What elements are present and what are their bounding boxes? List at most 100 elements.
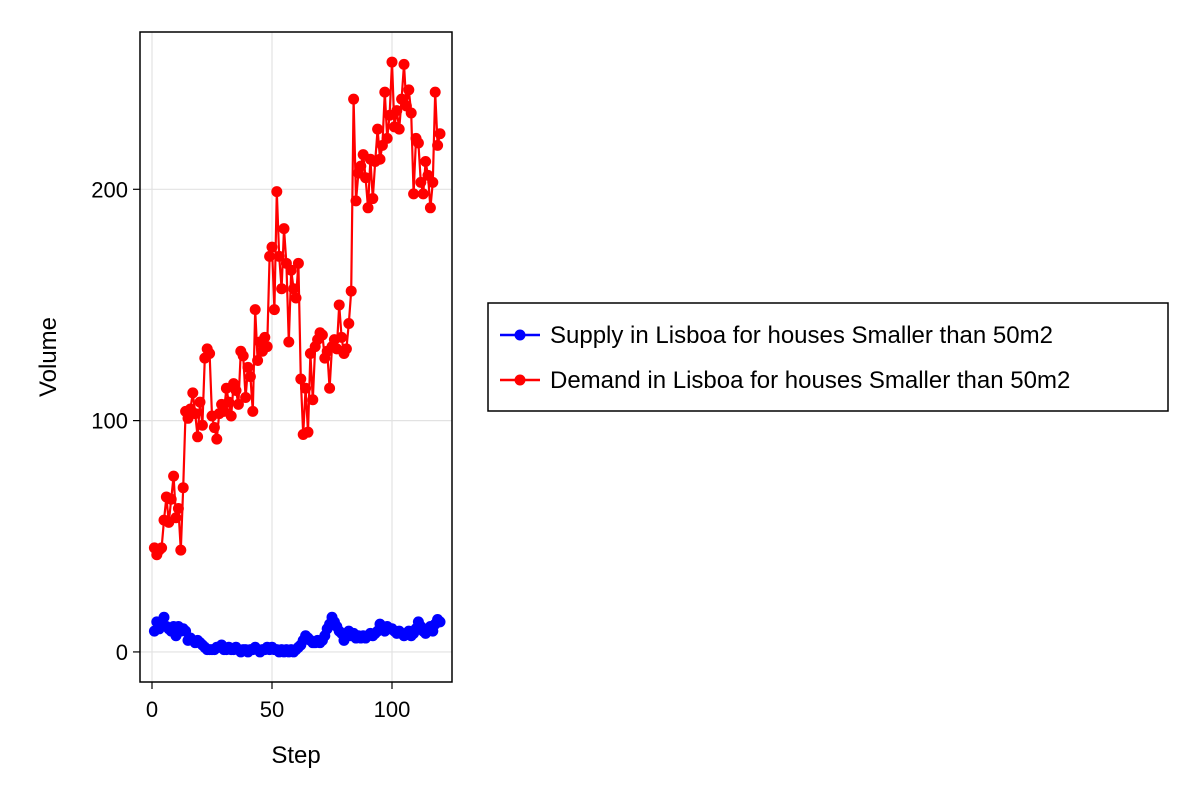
data-point <box>427 176 439 188</box>
data-point <box>244 371 256 383</box>
data-point <box>247 405 259 417</box>
data-point <box>393 123 405 135</box>
x-tick-label: 50 <box>260 697 284 722</box>
data-point <box>391 105 403 117</box>
data-point <box>381 132 393 144</box>
data-point <box>194 396 206 408</box>
data-point <box>211 433 223 445</box>
data-point <box>290 292 302 304</box>
data-point <box>170 512 182 524</box>
y-tick-label: 0 <box>116 640 128 665</box>
data-point <box>379 86 391 98</box>
data-point <box>261 341 273 353</box>
data-point <box>348 93 360 105</box>
data-point <box>225 410 237 422</box>
demand-series <box>148 56 446 561</box>
data-point <box>252 354 264 366</box>
data-point <box>276 283 288 295</box>
data-point <box>158 611 170 623</box>
data-point <box>266 241 278 253</box>
data-point <box>230 385 242 397</box>
axes: 0 50 100 0 100 200 <box>91 177 410 722</box>
data-point <box>208 422 220 434</box>
legend-supply-label: Supply in Lisboa for houses Smaller than… <box>550 322 1053 349</box>
data-point <box>307 394 319 406</box>
data-point <box>316 329 328 341</box>
x-tick-label: 100 <box>374 697 411 722</box>
legend-supply-marker <box>514 329 526 341</box>
data-point <box>432 139 444 151</box>
data-point <box>223 396 235 408</box>
legend-box <box>487 302 1169 412</box>
data-point <box>372 123 384 135</box>
data-point <box>434 128 446 140</box>
series-line <box>153 60 442 556</box>
series-layer <box>148 56 446 658</box>
data-point <box>172 503 184 515</box>
plot-area <box>139 31 453 683</box>
data-point <box>420 156 432 168</box>
data-point <box>285 264 297 276</box>
x-axis-label: Step <box>271 742 320 769</box>
data-point <box>324 382 336 394</box>
data-point <box>386 56 398 68</box>
data-point <box>417 188 429 200</box>
data-point <box>204 348 216 360</box>
data-point <box>196 419 208 431</box>
x-tick-label: 0 <box>146 697 158 722</box>
data-point <box>264 250 276 262</box>
data-point <box>355 160 367 172</box>
data-point <box>398 58 410 70</box>
data-point <box>187 387 199 399</box>
data-point <box>175 544 187 556</box>
data-point <box>374 153 386 165</box>
data-point <box>295 373 307 385</box>
data-point <box>360 172 372 184</box>
data-point <box>273 250 285 262</box>
data-point <box>242 361 254 373</box>
data-point <box>292 257 304 269</box>
data-point <box>345 285 357 297</box>
legend-demand-marker <box>514 374 526 386</box>
data-point <box>434 616 446 628</box>
data-point <box>189 408 201 420</box>
data-point <box>300 382 312 394</box>
data-point <box>249 304 261 316</box>
data-point <box>240 391 252 403</box>
data-point <box>278 223 290 235</box>
supply-series <box>148 611 446 658</box>
data-point <box>177 482 189 494</box>
data-point <box>403 84 415 96</box>
data-point <box>156 542 168 554</box>
data-point <box>340 343 352 355</box>
data-point <box>343 317 355 329</box>
data-point <box>405 107 417 119</box>
data-point <box>237 350 249 362</box>
data-point <box>268 304 280 316</box>
data-point <box>232 398 244 410</box>
data-point <box>362 202 374 214</box>
data-point <box>192 431 204 443</box>
legend-demand-label: Demand in Lisboa for houses Smaller than… <box>550 367 1070 394</box>
data-point <box>412 137 424 149</box>
data-point <box>302 426 314 438</box>
legend: Supply in Lisboa for houses Smaller than… <box>487 302 1169 412</box>
data-point <box>333 299 345 311</box>
data-point <box>367 193 379 205</box>
data-point <box>429 86 441 98</box>
data-point <box>424 202 436 214</box>
data-point <box>288 283 300 295</box>
data-point <box>350 195 362 207</box>
y-tick-label: 100 <box>91 409 128 434</box>
y-axis-label: Volume <box>35 317 62 397</box>
data-point <box>408 188 420 200</box>
data-point <box>259 331 271 343</box>
data-point <box>336 331 348 343</box>
grid-lines <box>140 32 452 682</box>
data-point <box>271 186 283 198</box>
data-point <box>283 336 295 348</box>
data-point <box>165 493 177 505</box>
data-point <box>168 470 180 482</box>
y-tick-label: 200 <box>91 177 128 202</box>
